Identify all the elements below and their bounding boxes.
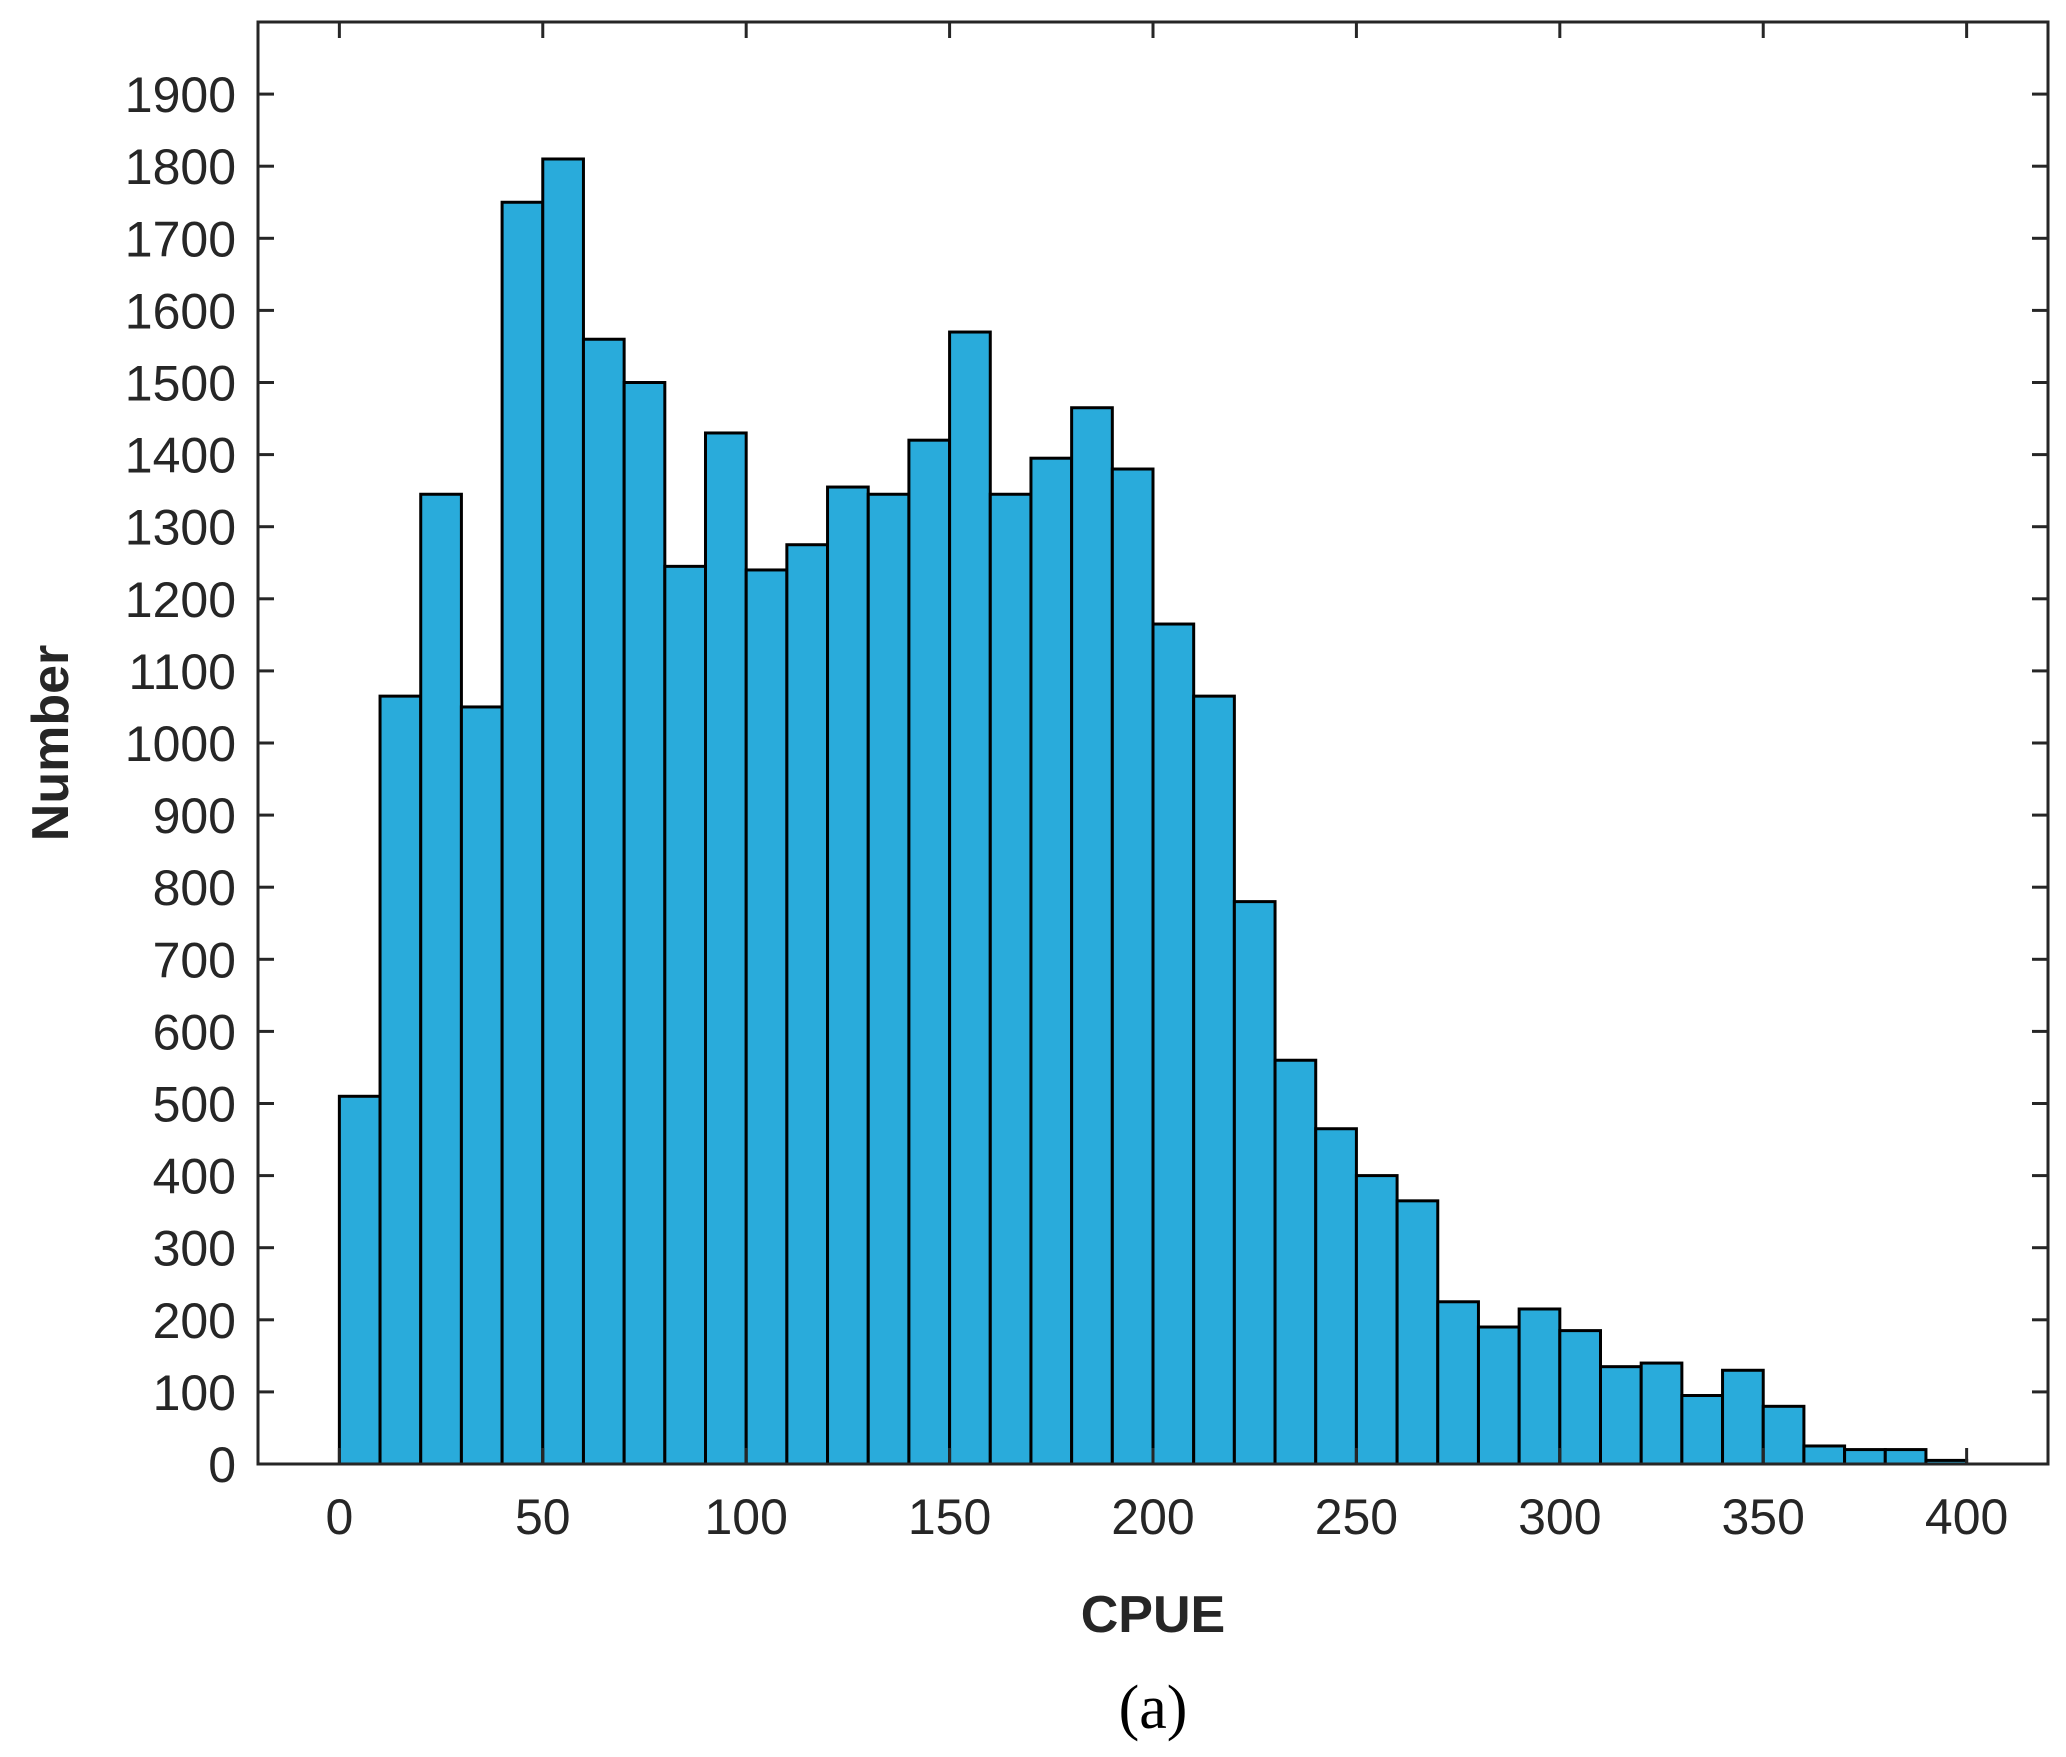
y-tick-label: 1900 [125, 67, 236, 123]
histogram-bar [907, 438, 952, 1466]
x-tick-label: 50 [515, 1489, 571, 1545]
histogram-bar [500, 200, 545, 1466]
histogram-bar [1232, 900, 1277, 1466]
histogram-bar [1151, 622, 1196, 1466]
y-axis-ticks: 0 100 200 300 400 500 600 700 800 900 1000 1100 1200… [125, 67, 2048, 1493]
y-tick-label: 800 [153, 860, 236, 916]
histogram-bar [1192, 694, 1236, 1466]
y-axis-title: Number [22, 645, 80, 841]
histogram-bar [826, 485, 870, 1466]
y-tick-label: 1500 [125, 356, 236, 412]
histogram-bar [1029, 456, 1074, 1466]
histogram-bar [704, 431, 748, 1466]
y-tick-label: 500 [153, 1077, 236, 1133]
histogram-bar [1436, 1300, 1480, 1466]
y-tick-label: 1600 [125, 283, 236, 339]
histogram-bar [1395, 1199, 1440, 1466]
histogram-bar [1843, 1448, 1887, 1466]
y-tick-label: 1400 [125, 428, 236, 484]
x-tick-label: 300 [1518, 1489, 1601, 1545]
x-axis-ticks: 0 50 100 150 200 250 300 350 400 [325, 22, 2008, 1545]
histogram-bar [948, 330, 992, 1466]
histogram-bar [744, 568, 789, 1466]
y-tick-label: 1100 [128, 644, 236, 700]
x-tick-label: 350 [1722, 1489, 1805, 1545]
y-tick-label: 1200 [125, 572, 236, 628]
y-tick-label: 100 [153, 1365, 236, 1421]
y-tick-label: 900 [153, 788, 236, 844]
histogram-bar [988, 492, 1033, 1466]
histogram-bar [1558, 1329, 1603, 1466]
y-tick-label: 400 [153, 1149, 236, 1205]
histogram-bar [1802, 1444, 1847, 1466]
y-tick-label: 1700 [125, 211, 236, 267]
histogram-bars [337, 157, 1969, 1466]
x-tick-label: 250 [1315, 1489, 1398, 1545]
histogram-bar [1599, 1365, 1643, 1466]
x-tick-label: 100 [704, 1489, 787, 1545]
x-tick-label: 0 [325, 1489, 353, 1545]
histogram-bar [541, 157, 585, 1466]
y-tick-label: 1300 [125, 500, 236, 556]
y-tick-label: 300 [153, 1221, 236, 1277]
histogram-bar [1314, 1127, 1358, 1466]
y-tick-label: 1000 [125, 716, 236, 772]
x-tick-label: 400 [1925, 1489, 2008, 1545]
histogram-bar [622, 381, 667, 1466]
histogram-bar [785, 543, 830, 1466]
histogram-bar [459, 705, 504, 1466]
y-tick-label: 700 [153, 932, 236, 988]
histogram-bar [337, 1094, 382, 1466]
y-tick-label: 600 [153, 1004, 236, 1060]
histogram-bar [1639, 1361, 1684, 1466]
histogram-bar [663, 564, 707, 1466]
histogram-bar [1517, 1307, 1562, 1466]
histogram-bar [581, 337, 626, 1466]
histogram-bar [1110, 467, 1155, 1466]
x-axis-title: CPUE [1081, 1586, 1225, 1644]
histogram-bar [378, 694, 423, 1466]
histogram-bar [1721, 1368, 1765, 1466]
x-tick-label: 150 [908, 1489, 991, 1545]
histogram-bar [866, 492, 911, 1466]
y-tick-label: 0 [208, 1437, 236, 1493]
histogram-bar [1883, 1448, 1928, 1466]
histogram-bar [1354, 1174, 1399, 1466]
histogram-bar [419, 492, 463, 1466]
y-tick-label: 1800 [125, 139, 236, 195]
histogram-bar [1761, 1404, 1806, 1466]
histogram-bar [1070, 406, 1114, 1466]
x-tick-label: 200 [1111, 1489, 1194, 1545]
histogram-bar [1476, 1325, 1521, 1466]
figure-caption: (a) [1119, 1674, 1188, 1742]
histogram-bar [1273, 1058, 1318, 1466]
y-tick-label: 200 [153, 1293, 236, 1349]
histogram-bar [1680, 1394, 1725, 1466]
